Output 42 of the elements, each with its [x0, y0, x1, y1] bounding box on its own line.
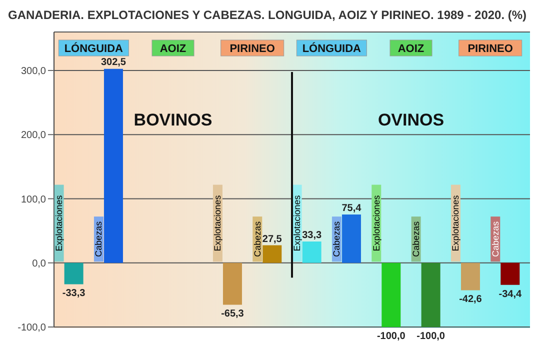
y-tick-label: -100,0	[18, 322, 46, 334]
y-tick-label: 0,0	[32, 258, 46, 270]
bar	[421, 262, 440, 327]
data-label: -100,0	[376, 331, 406, 342]
y-tick-label: 200,0	[20, 130, 46, 142]
bar	[104, 68, 123, 263]
annotation: PIRINEO	[230, 43, 276, 55]
x-tick-label: Explotaciones	[450, 194, 461, 252]
y-tick-label: 100,0	[20, 194, 46, 206]
data-label: 302,5	[100, 57, 126, 68]
annotation: PIRINEO	[468, 43, 514, 55]
data-label: 33,3	[302, 230, 322, 242]
y-tick-label: 300,0	[20, 66, 46, 78]
annotation: BOVINOS	[134, 110, 212, 130]
annotation: OVINOS	[378, 110, 444, 130]
data-label: -65,3	[221, 308, 244, 320]
bar	[500, 262, 520, 285]
x-tick-label: Cabezas	[490, 220, 500, 257]
x-tick-label: Explotaciones	[371, 194, 382, 252]
data-label: -100,0	[416, 331, 446, 342]
annotation: LÓNGUIDA	[302, 42, 362, 55]
data-label: -33,3	[62, 288, 86, 300]
bar	[222, 262, 242, 305]
chart-title: GANADERIA. EXPLOTACIONES Y CABEZAS. LONGUIDA, AOIZ Y PIRINEO. 1989 - 2020. (%)	[8, 8, 528, 24]
x-tick-label: Cabezas	[411, 220, 422, 257]
x-tick-label: Explotaciones	[54, 194, 64, 252]
bar	[64, 262, 84, 284]
annotation: AOIZ	[398, 43, 424, 55]
data-label: -42,6	[459, 294, 482, 306]
bar	[382, 262, 401, 327]
x-tick-label: Explotaciones	[212, 194, 223, 252]
annotation: LÓNGUIDA	[64, 42, 124, 55]
x-tick-label: Cabezas	[94, 220, 104, 257]
data-label: -34,4	[498, 288, 522, 300]
bar	[302, 242, 322, 263]
data-label: 75,4	[342, 203, 362, 214]
annotation: AOIZ	[160, 43, 186, 55]
data-label: 27,5	[262, 234, 282, 245]
bar	[460, 262, 480, 290]
x-tick-label: Cabezas	[332, 220, 342, 257]
x-tick-label: Cabezas	[252, 220, 262, 257]
x-tick-label: Explotaciones	[292, 194, 302, 252]
